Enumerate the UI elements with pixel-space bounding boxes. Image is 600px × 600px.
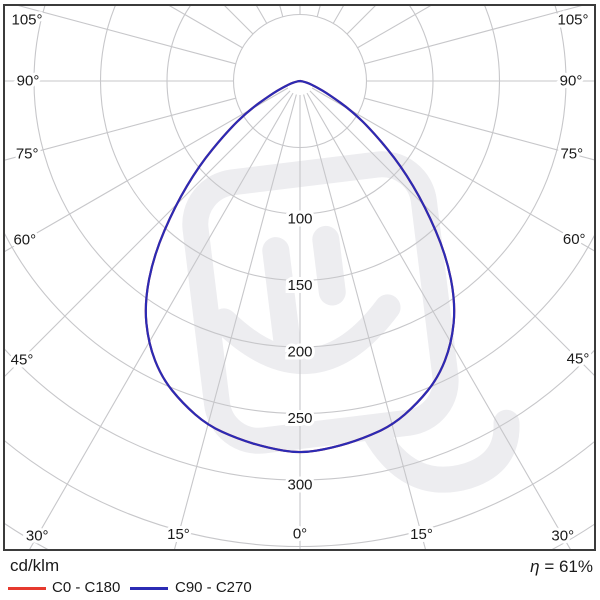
angle-tick-label: 60° (563, 231, 586, 248)
grid-spoke (364, 5, 584, 65)
watermark-hook (361, 409, 520, 493)
angle-tick-label: 75° (560, 145, 583, 162)
watermark-plug-outline (182, 151, 459, 454)
grid-spoke (4, 90, 291, 378)
grid-spoke (168, 5, 243, 49)
grid-spoke (255, 5, 268, 24)
angle-tick-label: 105° (11, 12, 42, 29)
eta-symbol: η (530, 557, 540, 576)
c90-c270-swatch (130, 587, 168, 590)
angle-tick-label: 0° (293, 526, 307, 543)
angle-tick-label: 75° (16, 146, 39, 163)
curve-C90-C270 (144, 79, 456, 454)
watermark-smile-arc (211, 294, 401, 375)
radial-tick-label: 100 (287, 211, 312, 228)
grid-spoke (303, 94, 427, 550)
efficiency-label: η = 61% (530, 557, 593, 577)
grid-spoke (28, 92, 294, 550)
grid-spoke (364, 97, 595, 161)
c0-c180-label: C0 - C180 (52, 579, 121, 596)
axis-labels: 100 150 200 250 300 0° 15° 15° 30° 30° 45° 45° 60° 60… (8, 9, 593, 548)
grid-spoke (223, 5, 254, 35)
angle-tick-label: 45° (11, 352, 34, 369)
grid-spoke (173, 94, 297, 550)
grid-spoke (16, 5, 236, 65)
angle-tick-label: 105° (557, 12, 588, 29)
angle-tick-label: 90° (560, 73, 583, 90)
angle-tick-label: 30° (26, 528, 49, 545)
watermark-pin-right (312, 225, 346, 306)
watermark-logo (182, 151, 520, 493)
legend: C0 - C180 C90 - C270 (0, 578, 600, 596)
plot-frame (3, 4, 596, 551)
watermark-pin-left (262, 237, 301, 354)
grid-spoke (279, 5, 284, 17)
radial-tick-label: 150 (287, 277, 312, 294)
angle-tick-label: 90° (17, 73, 40, 90)
unit-label: cd/klm (10, 556, 60, 575)
grid-spoke (311, 87, 595, 252)
grid-spoke (4, 97, 236, 161)
grid-spoke (357, 5, 432, 49)
grid-spoke (346, 5, 377, 35)
angle-tick-label: 45° (567, 351, 590, 368)
angle-tick-label: 30° (551, 528, 574, 545)
grid-spoke (332, 5, 345, 24)
angle-tick-label: 15° (167, 526, 190, 543)
radial-tick-label: 300 (287, 477, 312, 494)
radial-tick-label: 200 (287, 344, 312, 361)
c90-c270-label: C90 - C270 (175, 579, 252, 596)
radial-tick-label: 250 (287, 410, 312, 427)
angle-tick-label: 15° (410, 526, 433, 543)
grid-spoke (306, 92, 572, 550)
grid-spoke (316, 5, 321, 17)
eta-value: = 61% (544, 557, 593, 576)
c0-c180-swatch (8, 587, 46, 590)
grid-spoke (4, 87, 289, 253)
angle-tick-label: 60° (13, 231, 36, 248)
grid-spoke (309, 90, 595, 377)
intensity-curves (144, 79, 456, 454)
